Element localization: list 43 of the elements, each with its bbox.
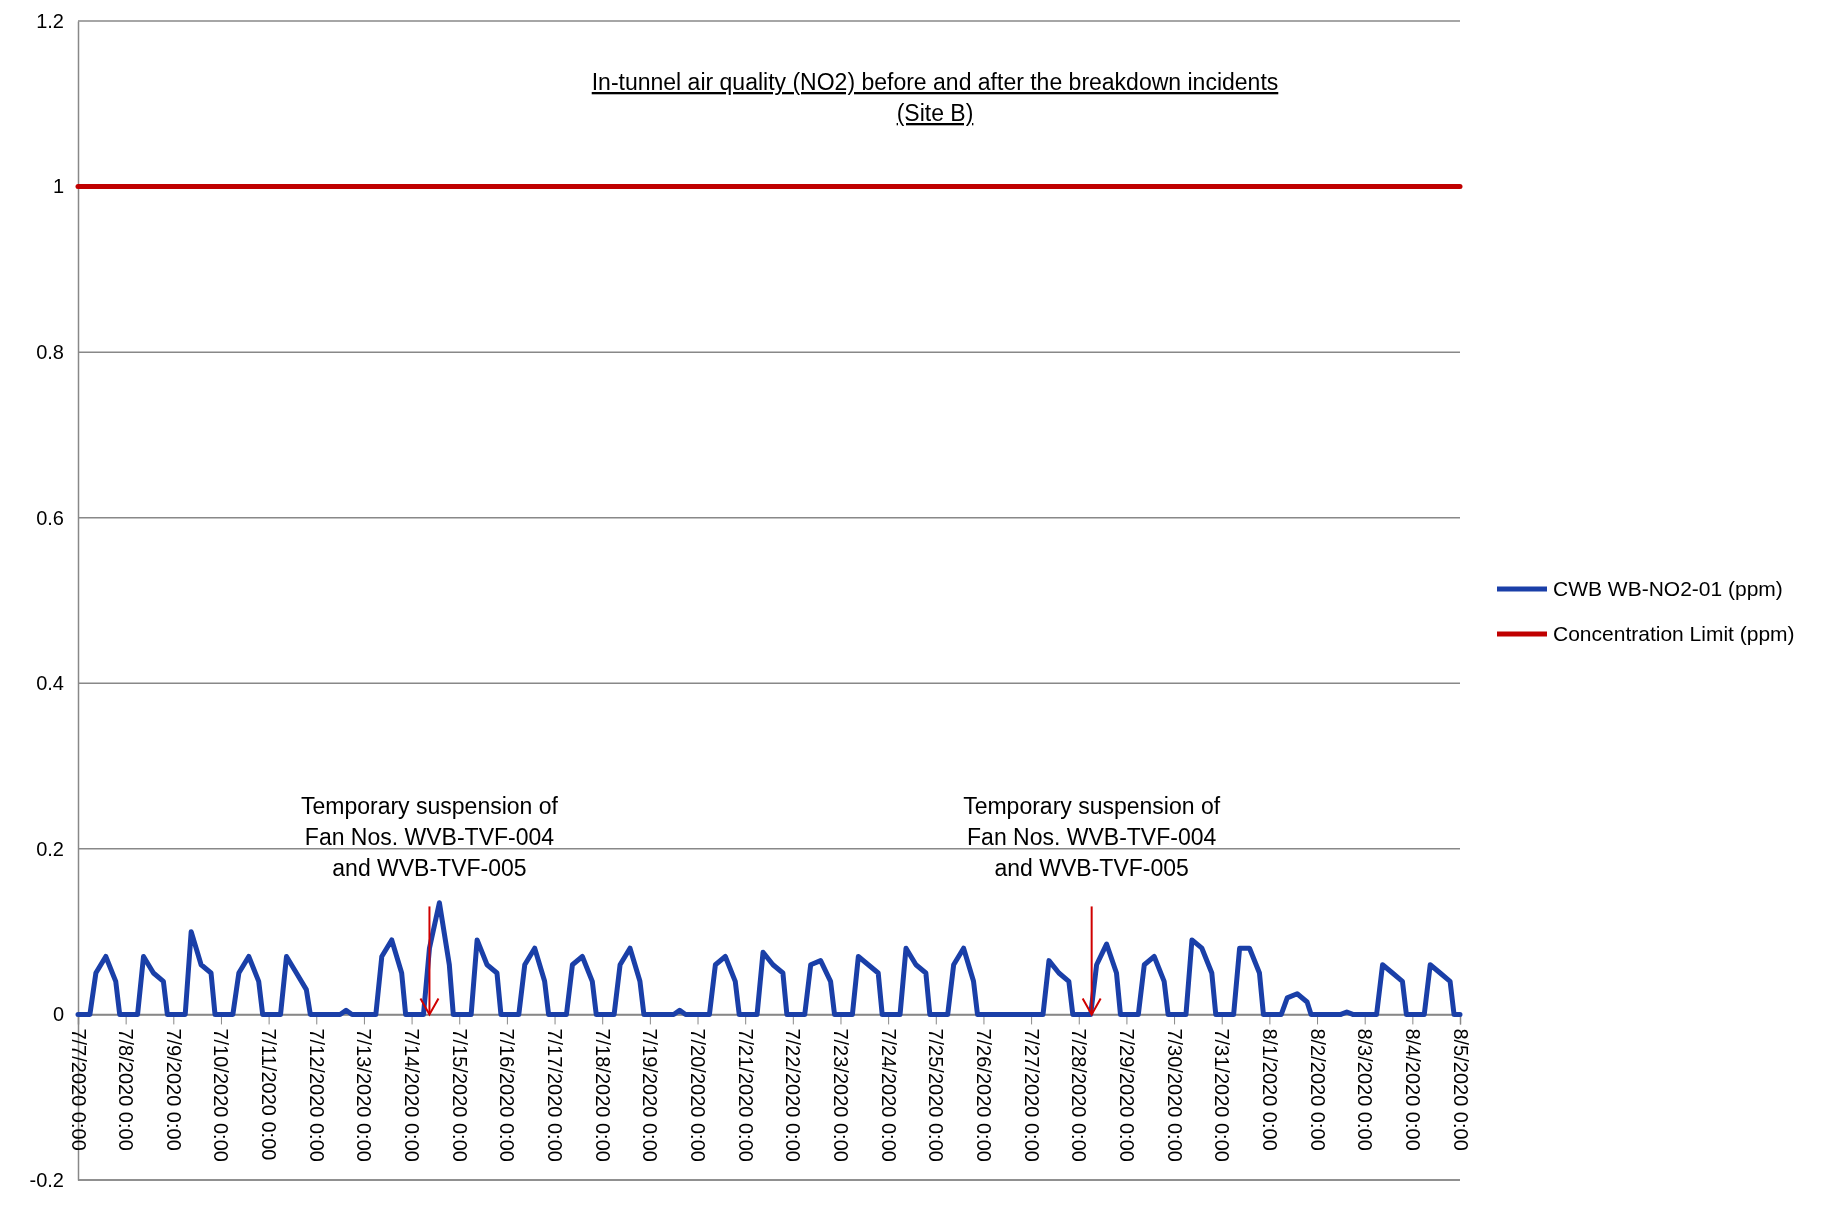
- y-tick-label: -0.2: [29, 1168, 64, 1191]
- x-tick-label: 7/23/2020 0:00: [829, 1028, 852, 1162]
- x-tick-label: 8/5/2020 0:00: [1449, 1028, 1472, 1151]
- annotation: Temporary suspension of Fan Nos. WVB-TVF-004 and WVB-TVF-005: [963, 793, 1221, 882]
- x-tick-label: 7/24/2020 0:00: [877, 1028, 900, 1162]
- x-tick-label: 8/4/2020 0:00: [1401, 1028, 1424, 1151]
- x-tick-label: 7/14/2020 0:00: [401, 1028, 424, 1162]
- x-tick-label: 7/31/2020 0:00: [1211, 1028, 1234, 1162]
- x-tick-label: 7/28/2020 0:00: [1068, 1028, 1091, 1162]
- y-tick-label: 0: [52, 1003, 64, 1026]
- x-tick-label: 7/10/2020 0:00: [210, 1028, 233, 1162]
- x-tick-label: 7/25/2020 0:00: [925, 1028, 948, 1162]
- x-tick-label: 8/2/2020 0:00: [1306, 1028, 1329, 1151]
- x-tick-label: 7/27/2020 0:00: [1020, 1028, 1043, 1162]
- x-tick-label: 8/3/2020 0:00: [1354, 1028, 1377, 1151]
- x-tick-label: 7/15/2020 0:00: [448, 1028, 471, 1162]
- x-tick-label: 7/18/2020 0:00: [591, 1028, 614, 1162]
- x-tick-label: 7/29/2020 0:00: [1115, 1028, 1138, 1162]
- x-tick-label: 7/11/2020 0:00: [258, 1028, 281, 1161]
- y-tick-label: 0.2: [36, 837, 64, 860]
- x-tick-label: 7/21/2020 0:00: [734, 1028, 757, 1162]
- text: In-tunnel air quality (NO2) before and after the breakdown incidents (Site B): [591, 69, 1279, 126]
- x-tick-label: 7/22/2020 0:00: [782, 1028, 805, 1162]
- y-tick-label: 0.6: [36, 506, 64, 529]
- legend-label: CWB WB-NO2-01 (ppm): [1553, 577, 1783, 601]
- annotation: Temporary suspension of Fan Nos. WVB-TVF-004 and WVB-TVF-005: [300, 793, 559, 882]
- x-tick-label: 7/19/2020 0:00: [639, 1028, 662, 1162]
- x-tick-label: 7/13/2020 0:00: [353, 1028, 376, 1162]
- x-tick-label: 7/26/2020 0:00: [972, 1028, 995, 1162]
- x-tick-label: 7/30/2020 0:00: [1163, 1028, 1186, 1162]
- x-tick-label: 7/9/2020 0:00: [162, 1028, 185, 1151]
- x-tick-label: 8/1/2020 0:00: [1258, 1028, 1281, 1151]
- y-tick-label: 0.8: [36, 341, 64, 364]
- y-tick-label: 0.4: [36, 672, 64, 695]
- x-tick-label: 7/20/2020 0:00: [687, 1028, 710, 1162]
- x-tick-label: 7/12/2020 0:00: [305, 1028, 328, 1162]
- legend-label: Concentration Limit (ppm): [1553, 622, 1795, 646]
- x-tick-label: 7/16/2020 0:00: [496, 1028, 519, 1162]
- y-tick-label: 1: [52, 175, 64, 198]
- x-tick-label: 7/17/2020 0:00: [544, 1028, 567, 1162]
- x-tick-label: 7/8/2020 0:00: [115, 1028, 138, 1151]
- x-tick-label: 7/7/2020 0:00: [67, 1028, 90, 1151]
- y-tick-label: 1.2: [36, 9, 64, 32]
